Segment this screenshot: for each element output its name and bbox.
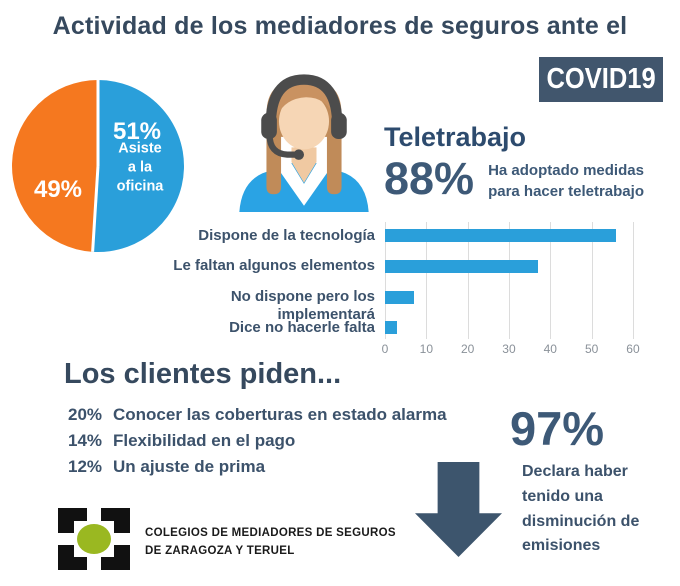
pie-chart-asistencia: 51% Asiste a la oficina 49% (10, 78, 186, 254)
x-tick-label: 40 (543, 342, 557, 356)
teletrabajo-stat: 88% (384, 153, 475, 204)
call-center-woman-illustration (239, 74, 369, 212)
gridline (550, 222, 552, 339)
emisiones-caption: Declara haber tenido una disminución de … (522, 463, 640, 555)
gridline (426, 222, 428, 339)
colegios-logo-icon (58, 508, 130, 570)
pie-pct-asiste: 51% (112, 118, 162, 145)
cliente-pct: 20% (68, 405, 103, 424)
bar-category-label: Le faltan algunos elementos (173, 257, 375, 275)
logo-text-line1: COLEGIOS DE MEDIADORES DE SEGUROS (145, 527, 396, 539)
bar (385, 229, 617, 242)
teletrabajo-heading: Teletrabajo (384, 122, 527, 152)
logo-text-line2: DE ZARAGOZA Y TERUEL (145, 545, 295, 557)
gridline (632, 222, 634, 339)
cliente-label: Conocer las coberturas en estado alarma (113, 405, 447, 424)
x-tick-label: 60 (626, 342, 640, 356)
covid19-badge-label: COVID19 (546, 63, 656, 95)
pie-chart-svg (12, 80, 185, 253)
gridline (467, 222, 469, 339)
teletrabajo-caption: Ha adoptado medidas para hacer teletraba… (488, 162, 644, 200)
cliente-item: 12% Un ajuste de prima (68, 454, 447, 480)
covid19-badge: COVID19 (539, 57, 663, 102)
gridline (591, 222, 593, 339)
clientes-heading: Los clientes piden... (64, 358, 342, 390)
bar-category-label: Dice no hacerle falta (229, 318, 375, 336)
x-tick-label: 0 (381, 342, 389, 356)
pie-slice (12, 80, 99, 252)
bar-category-label: Dispone de la tecnología (198, 226, 375, 244)
cliente-label: Un ajuste de prima (113, 457, 266, 476)
bar (385, 259, 538, 273)
bar (385, 321, 398, 335)
gridline (385, 222, 386, 339)
cliente-item: 14% Flexibilidad en el pago (68, 428, 447, 454)
x-tick-label: 50 (584, 342, 599, 356)
pie-pct-otros: 49% (33, 176, 83, 203)
colegios-logo-text: COLEGIOS DE MEDIADORES DE SEGUROS DE ZAR… (145, 524, 396, 560)
pie-label-asiste: Asiste a la oficina (116, 140, 164, 195)
x-tick-label: 20 (460, 342, 475, 356)
cliente-pct: 12% (68, 457, 103, 476)
bar (385, 290, 414, 304)
bar-chart-teletrabajo: 0 10 20 30 40 50 60 Dispone de la tecnología Le … (145, 222, 665, 367)
emisiones-stat: 97% (510, 402, 605, 455)
cliente-pct: 14% (68, 431, 103, 450)
bar-category-label: No dispone pero los implementará (230, 288, 375, 324)
cliente-label: Flexibilidad en el pago (113, 431, 296, 450)
teletrabajo-stat-row: 88% Ha adoptado medidas para hacer telet… (384, 156, 644, 202)
emisiones-block: 97% Declara haber tenido una disminución… (510, 405, 675, 559)
pie-divider (91, 165, 100, 252)
x-tick-label: 10 (419, 342, 433, 356)
clientes-list: 20% Conocer las coberturas en estado alar… (68, 402, 447, 480)
pie-slice (92, 80, 185, 253)
x-tick-label: 30 (502, 342, 516, 356)
gridline (508, 222, 510, 339)
cliente-item: 20% Conocer las coberturas en estado alar… (68, 402, 447, 428)
page-title: Actividad de los mediadores de seguros a… (52, 12, 628, 40)
